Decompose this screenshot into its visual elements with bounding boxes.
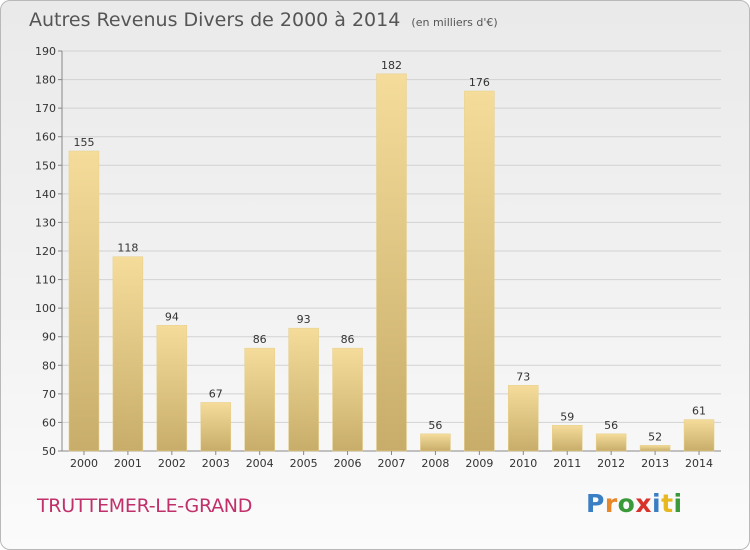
logo-letter: t <box>661 489 674 518</box>
logo-letter: i <box>673 489 683 518</box>
bar-2010 <box>508 385 539 452</box>
bar-value-label: 118 <box>117 242 138 255</box>
bar-2007 <box>376 73 407 452</box>
chart-title-main: Autres Revenus Divers de 2000 à 2014 <box>29 9 401 31</box>
bar-2005 <box>288 327 319 452</box>
logo-letter: o <box>617 489 636 518</box>
chart-title: Autres Revenus Divers de 2000 à 2014 (en… <box>29 9 498 31</box>
x-tick-label: 2004 <box>246 457 274 470</box>
bar-2008 <box>420 433 451 452</box>
bar-2011 <box>551 425 583 452</box>
bar-value-label: 182 <box>381 59 402 72</box>
bar-2014 <box>683 419 715 452</box>
commune-name: TRUTTEMER-LE-GRAND <box>37 495 253 517</box>
logo-letter: x <box>635 489 652 518</box>
bar-2009 <box>464 90 495 452</box>
y-tick-label: 160 <box>35 131 56 144</box>
y-tick-label: 130 <box>35 216 56 229</box>
bar-2000 <box>68 150 100 452</box>
bar-2012 <box>595 433 627 452</box>
y-tick-label: 70 <box>42 388 56 401</box>
logo-letter: r <box>604 489 618 518</box>
x-tick-label: 2012 <box>597 457 625 470</box>
bar-value-label: 94 <box>165 310 179 323</box>
x-tick-label: 2005 <box>290 457 318 470</box>
x-tick-label: 2009 <box>465 457 493 470</box>
bar-2002 <box>156 325 188 452</box>
bar-2006 <box>332 347 363 452</box>
x-tick-label: 2006 <box>334 457 362 470</box>
x-tick-label: 2008 <box>421 457 449 470</box>
bar-2013 <box>639 445 671 452</box>
bar-value-label: 73 <box>516 370 530 383</box>
x-tick-label: 2001 <box>114 457 142 470</box>
y-tick-label: 120 <box>35 245 56 258</box>
bar-value-label: 59 <box>560 410 574 423</box>
logo-letter: P <box>586 489 605 518</box>
x-tick-label: 2011 <box>553 457 581 470</box>
proxiti-logo: Proxiti <box>586 489 683 518</box>
y-tick-label: 110 <box>35 274 56 287</box>
y-tick-label: 150 <box>35 159 56 172</box>
chart-title-subtitle: (en milliers d'€) <box>411 16 498 29</box>
bar-value-label: 86 <box>253 333 267 346</box>
bar-2001 <box>112 256 144 452</box>
y-tick-label: 60 <box>42 416 56 429</box>
y-tick-label: 190 <box>35 45 56 58</box>
bar-value-label: 56 <box>604 419 618 432</box>
x-tick-label: 2002 <box>158 457 186 470</box>
bar-value-label: 155 <box>73 136 94 149</box>
logo-letter: i <box>652 489 662 518</box>
bar-value-label: 93 <box>297 313 311 326</box>
x-tick-label: 2014 <box>685 457 713 470</box>
bar-value-label: 52 <box>648 430 662 443</box>
bar-value-label: 61 <box>692 405 706 418</box>
y-tick-label: 100 <box>35 302 56 315</box>
x-tick-label: 2010 <box>509 457 537 470</box>
bar-2003 <box>200 402 232 452</box>
y-tick-label: 50 <box>42 445 56 458</box>
y-tick-label: 170 <box>35 102 56 115</box>
bar-value-label: 67 <box>209 387 223 400</box>
bar-value-label: 56 <box>428 419 442 432</box>
y-tick-label: 90 <box>42 331 56 344</box>
y-tick-label: 140 <box>35 188 56 201</box>
bar-2004 <box>244 347 275 452</box>
x-tick-label: 2013 <box>641 457 669 470</box>
x-tick-label: 2007 <box>378 457 406 470</box>
y-tick-label: 180 <box>35 74 56 87</box>
bar-value-label: 86 <box>341 333 355 346</box>
x-tick-label: 2003 <box>202 457 230 470</box>
x-tick-label: 2000 <box>70 457 98 470</box>
y-tick-label: 80 <box>42 359 56 372</box>
bar-value-label: 176 <box>469 76 490 89</box>
